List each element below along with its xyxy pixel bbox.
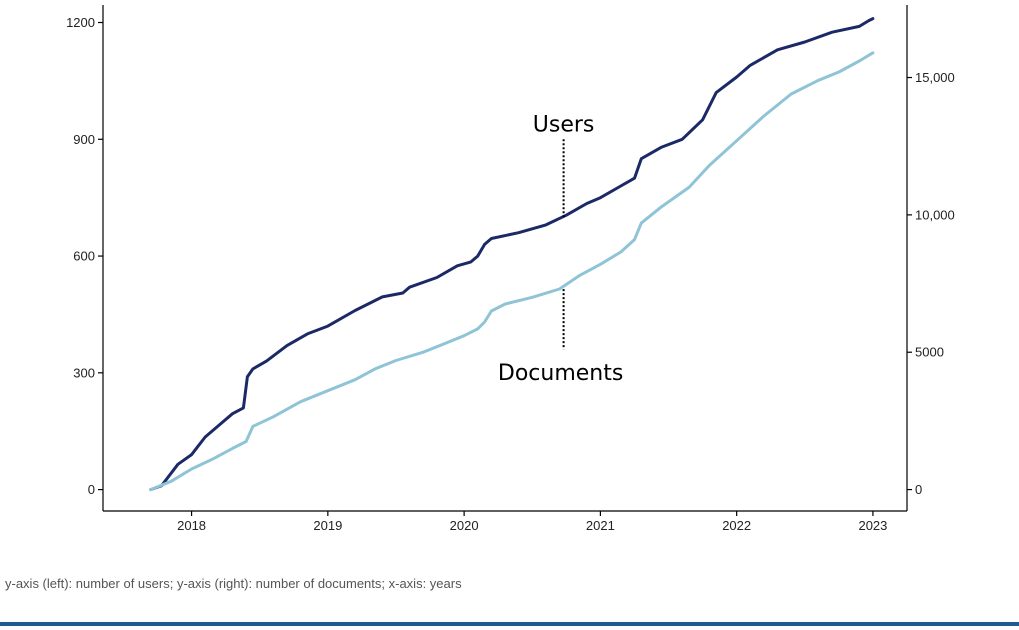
y-left-tick-label: 300 [73, 365, 95, 380]
x-tick-label: 2019 [313, 518, 342, 533]
y-right-tick-label: 15,000 [915, 70, 955, 85]
annotation-label-documents: Documents [498, 361, 623, 386]
annotation-label-users: Users [533, 112, 595, 137]
x-tick-label: 2023 [858, 518, 887, 533]
chart-axes: 2018 2019 2020 2021 2022 2023 0 300 600 900 1200 0 5… [66, 5, 955, 533]
x-tick-label: 2018 [177, 518, 206, 533]
series-line-users [149, 17, 875, 492]
y-left-tick-label: 0 [88, 482, 95, 497]
chart-annotations: Users Documents [498, 112, 623, 386]
footer-rule [0, 622, 1019, 626]
figure-caption: y-axis (left): number of users; y-axis (… [5, 576, 462, 591]
y-left-tick-label: 1200 [66, 15, 95, 30]
y-right-tick-label: 10,000 [915, 207, 955, 222]
chart-svg: 2018 2019 2020 2021 2022 2023 0 300 600 900 1200 0 5… [66, 5, 955, 533]
y-left-tick-label: 900 [73, 132, 95, 147]
y-left-tick-label: 600 [73, 249, 95, 264]
x-tick-label: 2021 [586, 518, 615, 533]
x-tick-label: 2020 [450, 518, 479, 533]
chart-series [149, 17, 875, 492]
y-right-tick-label: 0 [915, 482, 922, 497]
x-tick-label: 2022 [722, 518, 751, 533]
y-right-tick-label: 5000 [915, 345, 944, 360]
series-line-documents [149, 51, 875, 492]
